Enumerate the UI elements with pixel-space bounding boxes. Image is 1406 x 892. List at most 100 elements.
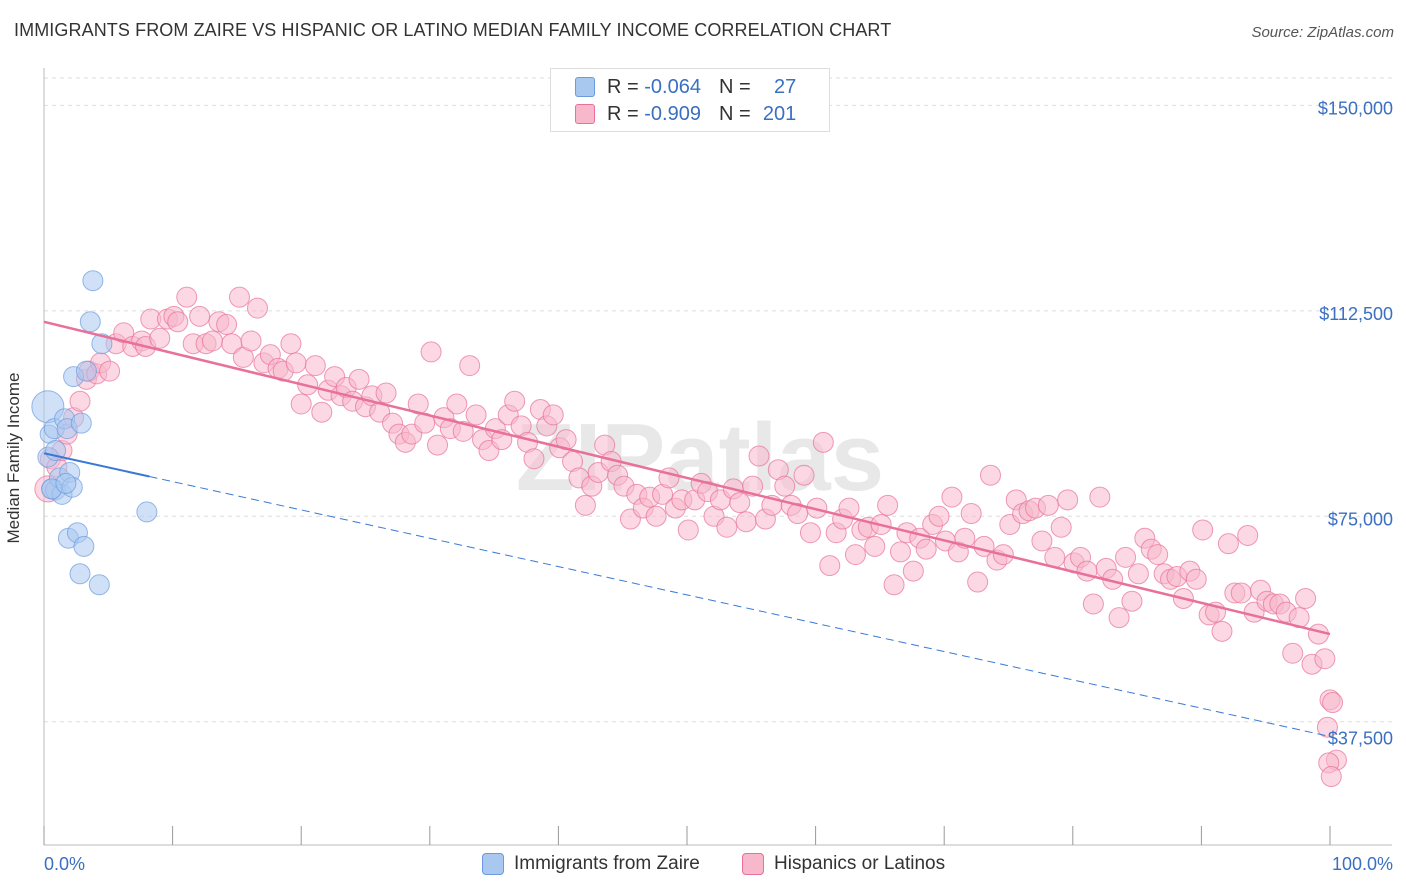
hispanic-point [941,486,963,508]
hispanic-point [69,390,91,412]
hispanic-point [748,445,770,467]
hispanic-point [1037,494,1059,516]
hispanic-point [1217,533,1239,555]
hispanic-point [877,494,899,516]
hispanic-point [504,390,526,412]
bottom-legend-swatch-zaire [482,853,504,875]
hispanic-point [228,286,250,308]
hispanic-point [304,355,326,377]
hispanic-point [1314,648,1336,670]
x-tick-label: 0.0% [44,854,85,874]
hispanic-point [915,538,937,560]
hispanic-point [1322,692,1344,714]
y-tick-label: $150,000 [1318,98,1393,118]
hispanic-point [1147,544,1169,566]
bottom-legend-hispanic: Hispanics or Latinos [742,852,945,876]
hispanic-point [375,382,397,404]
bottom-legend-swatch-hispanic [742,853,764,875]
hispanic-point [1127,563,1149,585]
legend-swatch-zaire [575,77,595,97]
hispanic-point [240,330,262,352]
hispanic-point [285,352,307,374]
hispanic-point [742,475,764,497]
hispanic-point [1282,642,1304,664]
source-label: Source: ZipAtlas.com [1251,24,1394,41]
zaire-point [82,270,104,292]
hispanic-trend-line [43,320,1331,636]
zaire-point [88,574,110,596]
x-axis-ticks [43,826,1331,845]
legend-r-label: R = [607,75,639,98]
hispanic-point [149,327,171,349]
hispanic-point [452,420,474,442]
hispanic-point [1121,590,1143,612]
hispanic-point [290,393,312,415]
hispanic-point [1115,546,1137,568]
points-layer [31,270,1347,788]
hispanic-point [167,311,189,333]
hispanic-point [201,330,223,352]
hispanic-point [967,571,989,593]
hispanic-point [812,431,834,453]
legend-box: R = -0.064 N = 27 R = -0.909 N = 201 [550,68,830,132]
bottom-legend-zaire: Immigrants from Zaire [482,852,700,876]
hispanic-point [1320,766,1342,788]
hispanic-point [176,286,198,308]
zaire-point [70,412,92,434]
hispanic-point [883,574,905,596]
y-tick-label: $112,500 [1319,304,1393,324]
hispanic-point [459,355,481,377]
zaire-point [79,311,101,333]
hispanic-point [1082,593,1104,615]
y-tick-label: $37,500 [1328,729,1393,749]
hispanic-point [799,522,821,544]
hispanic-point [311,401,333,423]
grid [43,68,1392,846]
hispanic-point [246,297,268,319]
hispanic-point [420,341,442,363]
axis-labels: $37,500 $75,000 $112,500 $150,000 0.0% 100.0% [44,98,1393,874]
hispanic-point [427,434,449,456]
y-axis-label: Median Family Income [4,372,23,544]
legend-n-value: 201 [762,102,797,125]
hispanic-point [735,511,757,533]
hispanic-point [819,555,841,577]
legend-row-hispanic: R = -0.909 N = 201 [575,102,796,126]
legend-n-value: 27 [773,75,797,98]
x-tick-label: 100.0% [1332,854,1393,874]
zaire-point [69,563,91,585]
legend-r-value: -0.064 [644,75,701,98]
hispanic-point [677,519,699,541]
hispanic-point [774,475,796,497]
hispanic-point [1050,516,1072,538]
hispanic-point [1237,524,1259,546]
legend-r-value: -0.909 [644,102,701,125]
hispanic-point [1076,560,1098,582]
hispanic-point [542,404,564,426]
legend-row-zaire: R = -0.064 N = 27 [575,75,796,99]
hispanic-point [979,464,1001,486]
legend-n-label: N = [718,102,751,125]
hispanic-point [216,314,238,336]
hispanic-point [928,505,950,527]
hispanic-point [960,503,982,525]
hispanic-point [1316,716,1338,738]
hispanic-point [407,393,429,415]
bottom-legend-label-zaire: Immigrants from Zaire [514,853,700,874]
zaire-trend-dashed [149,476,1331,738]
hispanic-point [793,464,815,486]
hispanic-point [1185,568,1207,590]
hispanic-point [645,505,667,527]
hispanic-point [1057,489,1079,511]
hispanic-point [446,393,468,415]
hispanic-point [1192,519,1214,541]
hispanic-point [99,360,121,382]
hispanic-point [348,368,370,390]
legend-swatch-hispanic [575,104,595,124]
hispanic-point [1089,486,1111,508]
zaire-point [75,360,97,382]
hispanic-point [280,333,302,355]
trend-lines [43,320,1331,738]
legend-n-label: N = [718,75,751,98]
hispanic-point [716,516,738,538]
